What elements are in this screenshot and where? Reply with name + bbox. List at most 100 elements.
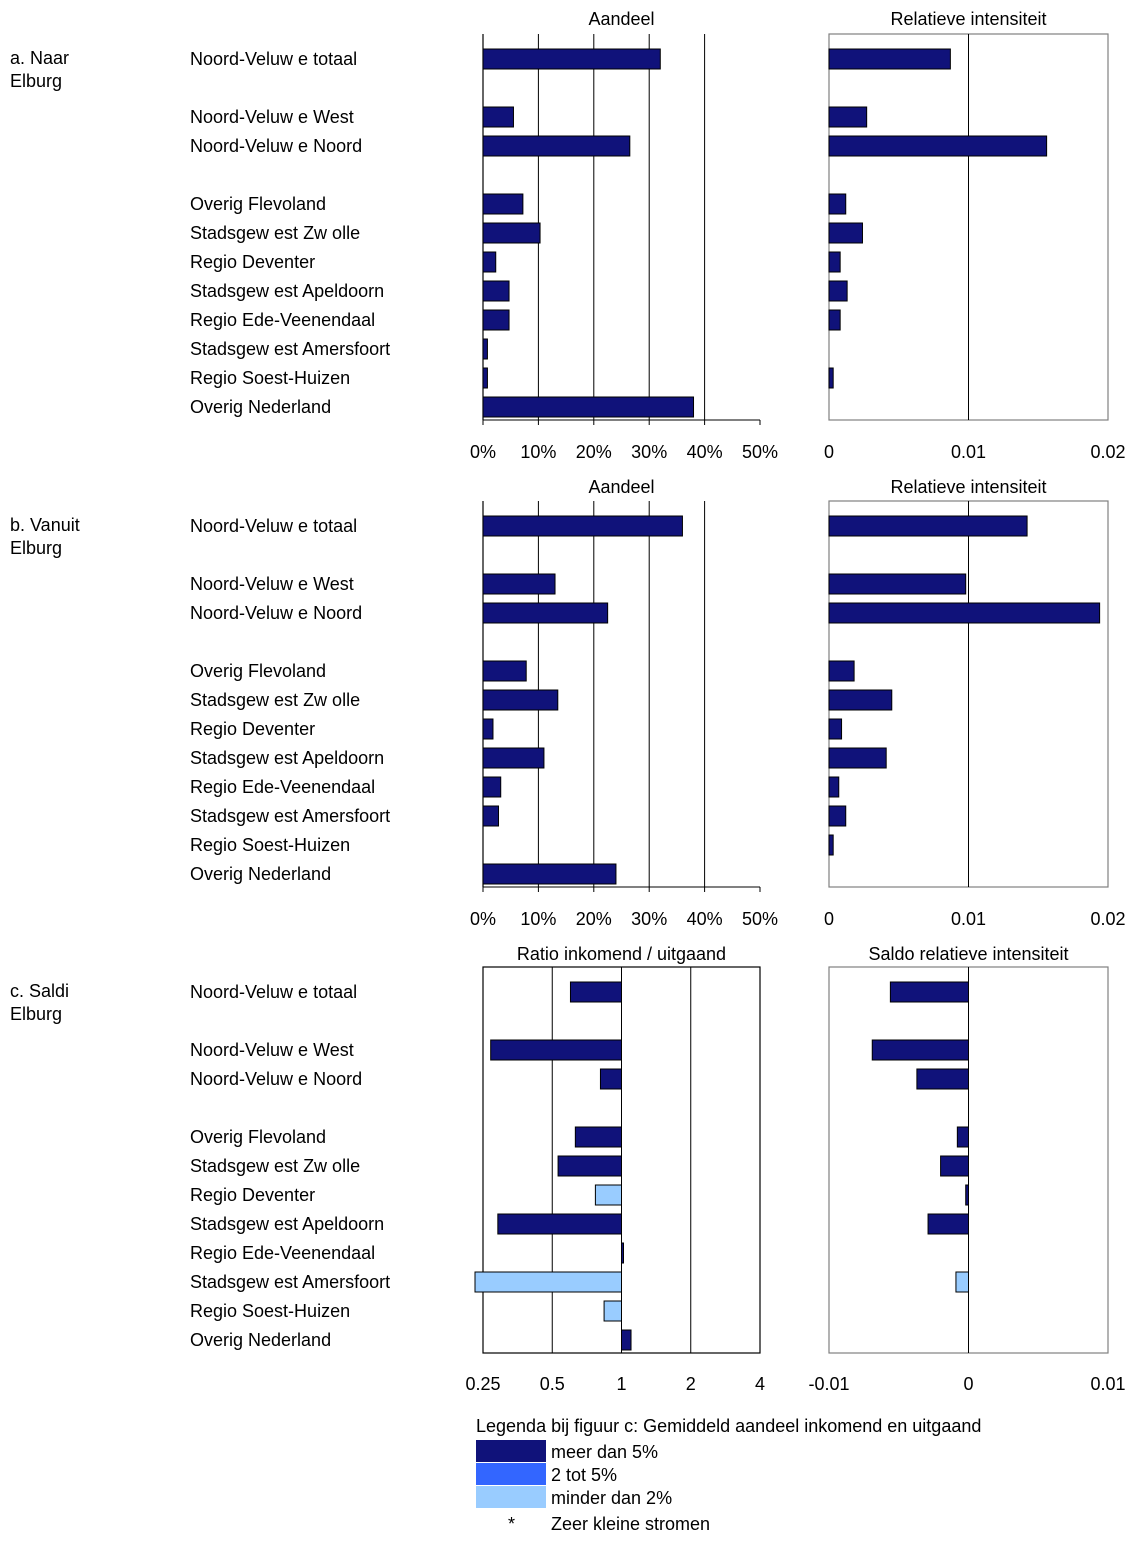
bar — [828, 515, 1028, 537]
bar — [482, 602, 609, 624]
chart-panel-c-ratio: 0.25 0.5 1 2 4 Ratio inkomend / uitgaand — [465, 944, 765, 1394]
legend-label-meer-dan-5: meer dan 5% — [551, 1442, 658, 1462]
tick-label: 0 — [824, 909, 834, 929]
bar — [482, 135, 631, 157]
bar — [828, 193, 847, 215]
category-label: Noord-Veluw e West — [190, 574, 354, 594]
category-label: Regio Soest-Huizen — [190, 835, 350, 855]
tick-label: -0.01 — [808, 1374, 849, 1394]
tick-label: 0% — [470, 909, 496, 929]
bar — [621, 1242, 624, 1264]
legend-star-symbol: * — [508, 1514, 515, 1534]
category-label: Noord-Veluw e Noord — [190, 1069, 362, 1089]
section-b: b. Vanuit Elburg Noord-Veluw e totaal Noord… — [10, 477, 1126, 929]
category-label: Stadsgew est Apeldoorn — [190, 1214, 384, 1234]
bar — [828, 776, 840, 798]
bar — [482, 396, 695, 418]
bar — [871, 1039, 969, 1061]
tick-label: 2 — [686, 1374, 696, 1394]
tick-label: 20% — [576, 442, 612, 462]
bar — [569, 981, 623, 1003]
bar — [482, 251, 497, 273]
bar — [828, 48, 951, 70]
panel-title: Relatieve intensiteit — [890, 9, 1046, 29]
bar — [557, 1155, 623, 1177]
panel-title: Ratio inkomend / uitgaand — [517, 944, 726, 964]
bar — [621, 1329, 632, 1351]
tick-label: 4 — [755, 1374, 765, 1394]
section-sublabel: Elburg — [10, 71, 62, 91]
bar — [828, 135, 1048, 157]
category-label: Stadsgew est Apeldoorn — [190, 281, 384, 301]
category-label: Regio Soest-Huizen — [190, 1301, 350, 1321]
category-label: Overig Flevoland — [190, 661, 326, 681]
bar — [916, 1068, 970, 1090]
panel-title: Saldo relatieve intensiteit — [868, 944, 1068, 964]
bar — [497, 1213, 623, 1235]
bar — [482, 747, 545, 769]
section-label: b. Vanuit — [10, 515, 80, 535]
category-label: Regio Soest-Huizen — [190, 368, 350, 388]
section-c: c. Saldi Elburg Noord-Veluw e totaal Noord-… — [10, 944, 1126, 1394]
category-label: Overig Nederland — [190, 1330, 331, 1350]
bar — [603, 1300, 622, 1322]
category-label: Overig Flevoland — [190, 194, 326, 214]
bar — [828, 251, 841, 273]
bar — [594, 1184, 623, 1206]
panel-title: Aandeel — [588, 477, 654, 497]
tick-label: 40% — [687, 442, 723, 462]
bar — [482, 309, 510, 331]
section-label: a. Naar — [10, 48, 69, 68]
chart-panel-a-intensiteit: 0 0.01 0.02 Relatieve intensiteit — [824, 9, 1126, 462]
bar — [482, 776, 502, 798]
category-label: Noord-Veluw e totaal — [190, 49, 357, 69]
legend-swatch-meer-dan-5 — [476, 1440, 546, 1462]
bar — [927, 1213, 969, 1235]
tick-label: 1 — [616, 1374, 626, 1394]
tick-label: 0 — [824, 442, 834, 462]
bar — [828, 805, 847, 827]
category-label: Stadsgew est Zw olle — [190, 223, 360, 243]
bar — [482, 106, 514, 128]
category-label: Overig Nederland — [190, 864, 331, 884]
tick-label: 0.5 — [540, 1374, 565, 1394]
bar — [482, 863, 617, 885]
tick-label: 0.01 — [951, 442, 986, 462]
chart-panel-a-aandeel: 0% 10% 20% 30% 40% 50% Aandeel — [470, 9, 778, 462]
legend-label-2-tot-5: 2 tot 5% — [551, 1465, 617, 1485]
bar — [474, 1271, 622, 1293]
bar — [482, 718, 494, 740]
tick-label: 40% — [687, 909, 723, 929]
legend-label-minder-dan-2: minder dan 2% — [551, 1488, 672, 1508]
tick-label: 50% — [742, 909, 778, 929]
bar — [482, 689, 559, 711]
category-label: Regio Deventer — [190, 1185, 315, 1205]
chart-panel-b-aandeel: 0% 10% 20% 30% 40% 50% Aandeel — [470, 477, 778, 929]
category-label: Stadsgew est Zw olle — [190, 690, 360, 710]
panel-title: Aandeel — [588, 9, 654, 29]
category-label: Noord-Veluw e West — [190, 1040, 354, 1060]
category-label: Stadsgew est Apeldoorn — [190, 748, 384, 768]
bar — [828, 222, 863, 244]
bar — [889, 981, 970, 1003]
tick-label: 0.01 — [1090, 1374, 1125, 1394]
bar — [482, 367, 488, 389]
section-label: c. Saldi — [10, 981, 69, 1001]
chart-layer: a. Naar Elburg Noord-Veluw e totaal Noord-V… — [10, 9, 1126, 1394]
chart-panel-c-saldo: -0.01 0 0.01 Saldo relatieve intensiteit — [808, 944, 1125, 1394]
tick-label: 50% — [742, 442, 778, 462]
bar — [828, 747, 887, 769]
tick-label: 10% — [520, 442, 556, 462]
tick-label: 0.02 — [1090, 909, 1125, 929]
bar — [828, 718, 843, 740]
bar — [828, 573, 967, 595]
tick-label: 0% — [470, 442, 496, 462]
bar — [956, 1126, 970, 1148]
bar — [828, 834, 834, 856]
bar — [482, 573, 556, 595]
bar — [482, 48, 661, 70]
bar — [828, 602, 1101, 624]
category-label: Overig Flevoland — [190, 1127, 326, 1147]
bar — [482, 280, 510, 302]
tick-label: 0.02 — [1090, 442, 1125, 462]
